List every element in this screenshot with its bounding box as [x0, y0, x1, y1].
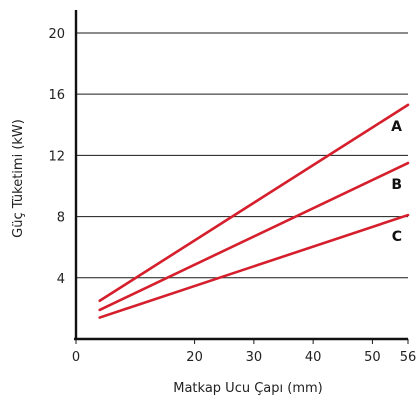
series-line-b — [98, 161, 410, 312]
x-tick-label: 20 — [186, 350, 203, 365]
series-label-b: B — [391, 177, 402, 193]
x-tick-label: 40 — [305, 350, 322, 365]
series-label-c: C — [392, 229, 402, 245]
series-line-c — [98, 213, 410, 319]
series-labels: A B C — [391, 119, 402, 245]
axes — [74, 10, 409, 344]
x-tick-label: 30 — [246, 350, 263, 365]
y-tick-label: 8 — [57, 211, 65, 226]
y-tick-label: 4 — [57, 272, 65, 287]
series-label-a: A — [391, 119, 402, 135]
y-tick-label: 16 — [48, 88, 65, 103]
tick-labels: 4 8 12 16 20 0 20 30 40 50 56 — [48, 27, 416, 365]
gridlines — [76, 32, 408, 279]
x-tick-label: 0 — [72, 350, 80, 365]
series-line-a — [98, 103, 410, 303]
y-tick-label: 20 — [48, 27, 65, 42]
x-tick-label: 56 — [400, 350, 417, 365]
x-axis-label: Matkap Ucu Çapı (mm) — [173, 381, 322, 396]
x-tick-label: 50 — [364, 350, 381, 365]
y-tick-label: 12 — [48, 149, 65, 164]
series-lines — [98, 103, 410, 319]
y-axis-label: Güç Tüketimi (kW) — [11, 119, 26, 238]
